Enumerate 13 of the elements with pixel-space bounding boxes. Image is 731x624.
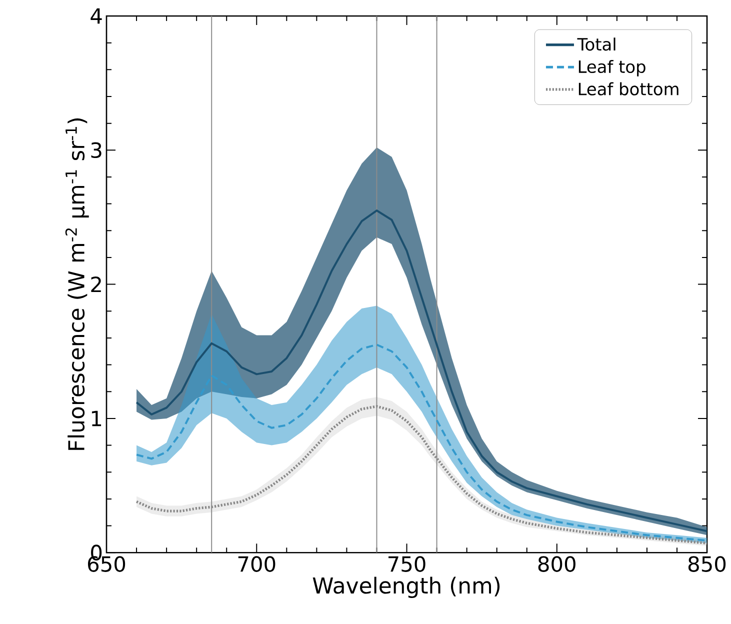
x-tick-label: 700 (238, 556, 276, 572)
x-axis-title: Wavelength (nm) (312, 576, 500, 598)
x-tick-label: 850 (688, 556, 726, 572)
y-tick-label: 3 (91, 142, 102, 158)
legend-label: Leaf top (578, 60, 646, 76)
x-tick-label: 800 (538, 556, 576, 572)
y-axis-title: Fluorescence (W m$^{-2}$ µm$^{-1}$ sr$^{-1}$) (65, 118, 89, 450)
y-tick-label: 4 (90, 8, 102, 24)
legend-label: Leaf bottom (578, 82, 678, 96)
x-tick-label: 750 (388, 556, 426, 572)
legend-label: Total (577, 38, 616, 51)
y-tick-label: 2 (91, 276, 101, 292)
y-tick-label: 1 (92, 410, 102, 426)
